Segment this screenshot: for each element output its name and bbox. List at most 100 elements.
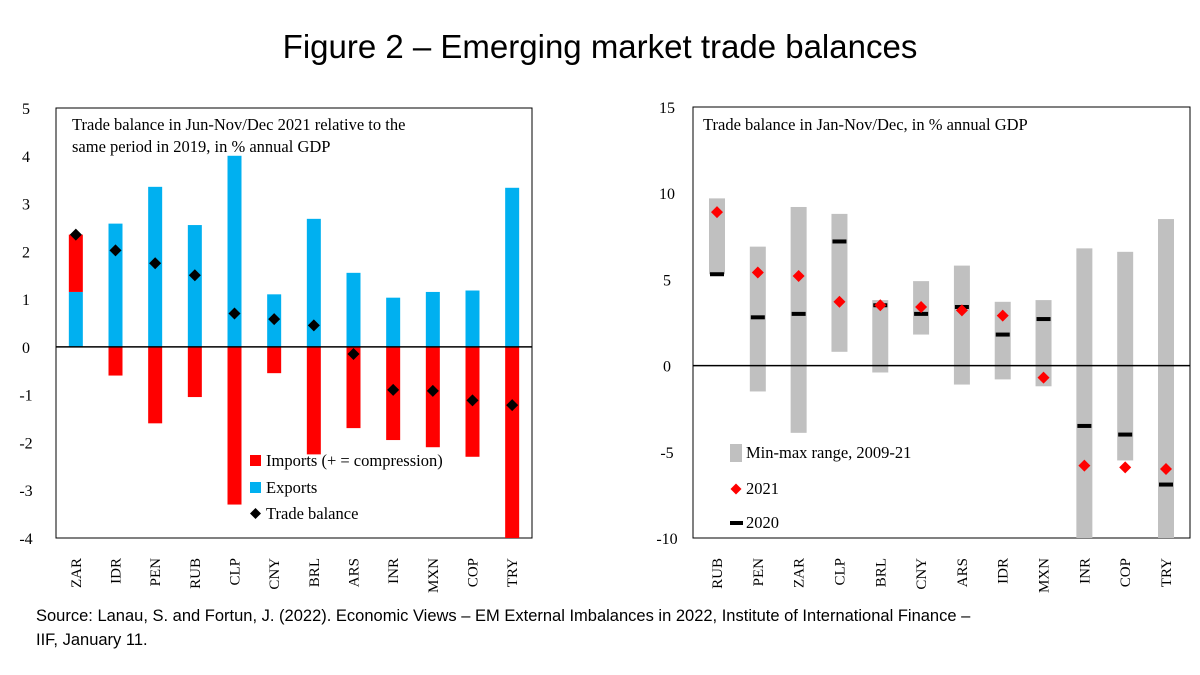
left-xtick-label: PEN [148,558,164,587]
exports-bar [187,225,202,347]
range-bar [953,265,970,385]
left-chart-title-line: Trade balance in Jun-Nov/Dec 2021 relati… [72,115,405,134]
left-ytick-label: 4 [22,149,30,166]
imports-bar [425,346,440,448]
trade-balance-marker [307,319,320,332]
right-ytick-label: -10 [656,531,677,548]
left-ytick-label: -2 [19,435,32,452]
left-ytick-label: -3 [19,483,32,500]
range-bar [994,301,1011,380]
left-ytick-label: -1 [19,388,32,405]
legend-label: Min-max range, 2009-21 [746,443,911,462]
right-ytick-label: -5 [660,445,673,462]
exports-bar [227,155,242,347]
marker-2021 [955,304,968,317]
marker-2021 [1160,463,1172,476]
marker-2021 [996,309,1009,322]
left-xtick-label: TRY [505,558,521,587]
marker-2020 [1077,423,1092,428]
range-bar [1035,300,1052,387]
exports-bar [505,187,520,347]
exports-bar [306,218,321,347]
range-bar [1076,248,1093,539]
right-ytick-label: 10 [659,186,675,203]
legend-label: Trade balance [266,504,358,523]
right-xtick-label: PEN [751,558,767,587]
left-ytick-label: 2 [22,244,30,261]
range-bar [872,300,889,373]
source-line-2: IIF, January 11. [36,631,148,649]
legend-balance-marker [250,508,261,519]
marker-2021 [1037,371,1050,384]
left-xtick-label: BRL [307,558,323,587]
marker-2020 [832,239,847,244]
legend-range-swatch [730,444,742,462]
left-plot-frame [55,107,533,539]
exports-bar [425,291,440,347]
marker-2020 [791,311,806,316]
left-xtick-label: ZAR [69,558,85,588]
marker-2021 [1119,461,1132,474]
left-ytick-label: 3 [22,197,30,214]
marker-2021 [833,295,846,308]
imports-bar [187,346,202,398]
right-xtick-label: COP [1118,558,1134,587]
left-xtick-label: CNY [267,558,283,590]
trade-balance-marker [188,269,201,282]
left-xtick-label: IDR [109,558,125,584]
right-xtick-label: MXN [1037,558,1053,593]
left-xtick-label: CLP [228,558,244,586]
trade-balance-marker [109,244,122,257]
left-ytick-label: -4 [19,531,32,548]
left-chart: -4 -3 -2 -1 0 1 2 3 4 5 ZAR IDR PEN RUB CLP CNY BRL ARS IN… [19,101,533,593]
marker-2020 [914,311,929,316]
left-chart-title-line: same period in 2019, in % annual GDP [72,137,330,156]
left-xtick-label: INR [386,558,402,584]
left-ytick-label: 0 [22,340,30,357]
trade-balance-marker [426,384,439,397]
right-xtick-label: ARS [955,558,971,587]
trade-balance-marker [466,394,479,407]
marker-2021 [874,299,887,312]
right-xtick-label: BRL [873,558,889,587]
range-bar [1117,251,1134,461]
legend-exports-swatch [250,482,261,493]
right-xtick-label: INR [1077,558,1093,584]
legend-label: 2021 [746,479,779,498]
right-plot-frame [692,106,1191,539]
right-chart: -10 -5 0 5 10 15 RUB PEN ZAR CLP BRL CNY ARS IDR MXN IN… [656,100,1191,593]
imports-bar [306,346,321,455]
imports-bar [346,346,361,429]
marker-2021 [1078,459,1091,472]
right-ytick-label: 5 [663,272,671,289]
legend-2020-marker [730,521,743,525]
right-xtick-label: ZAR [792,558,808,588]
trade-balance-marker [228,307,241,320]
right-xtick-label: CLP [832,558,848,586]
left-xtick-label: ARS [347,558,363,587]
left-ytick-label: 1 [22,292,30,309]
exports-bar [346,272,361,347]
right-xtick-label: IDR [996,558,1012,584]
imports-bar [108,346,123,376]
range-bar [1158,219,1174,538]
right-xtick-label: CNY [914,558,930,590]
exports-bar [108,223,123,347]
marker-2021 [915,300,928,313]
legend-label: Exports [266,478,317,497]
left-ytick-label: 5 [22,101,30,118]
right-xtick-label: TRY [1159,558,1175,587]
exports-bar [465,290,480,347]
left-xtick-label: RUB [188,558,204,589]
marker-2020 [1159,482,1173,487]
exports-bar [68,291,83,347]
exports-bar [386,297,401,347]
left-xtick-label: COP [466,558,482,587]
range-bar [709,198,725,275]
right-xtick-label: RUB [710,558,726,589]
marker-2021 [711,206,723,219]
source-note: Source: Lanau, S. and Fortun, J. (2022).… [36,604,1186,652]
source-line-1: Source: Lanau, S. and Fortun, J. (2022).… [36,607,971,625]
marker-2021 [792,269,805,282]
